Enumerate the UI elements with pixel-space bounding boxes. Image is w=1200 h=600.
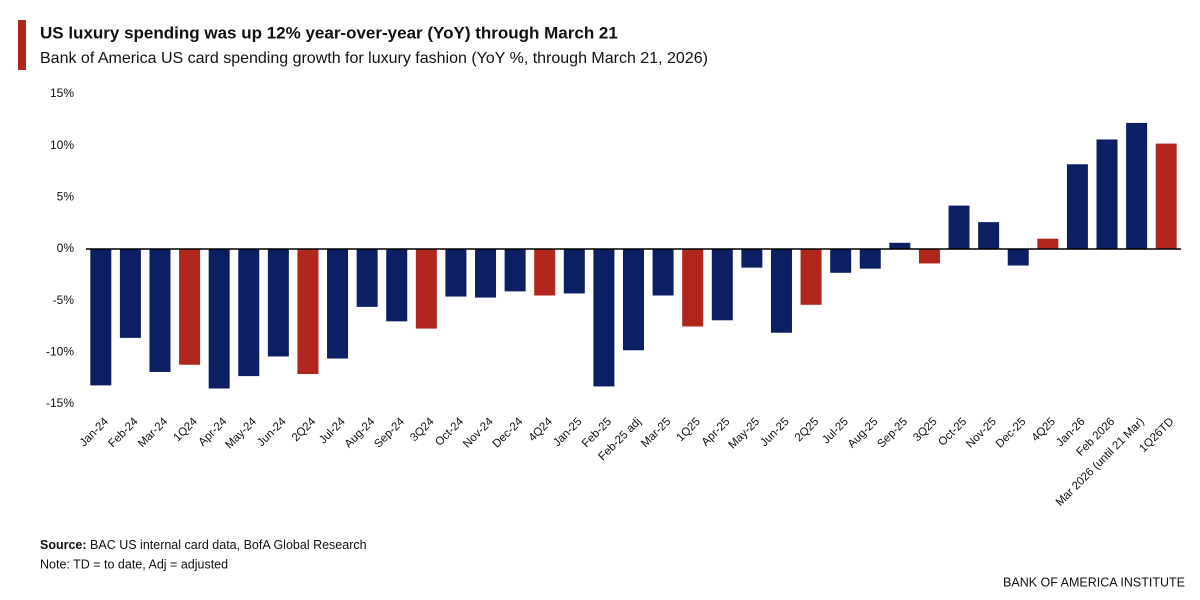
bar: [623, 249, 644, 351]
chart-subtitle: Bank of America US card spending growth …: [40, 50, 708, 67]
y-tick-label: 0%: [57, 241, 75, 255]
bar: [1007, 249, 1029, 266]
note: Note: TD = to date, Adj = adjusted: [40, 557, 228, 571]
bar: [682, 249, 704, 327]
source: Source: BAC US internal card data, BofA …: [40, 538, 367, 552]
bar: [238, 249, 260, 377]
y-tick-label: -15%: [46, 396, 74, 410]
bar: [711, 249, 733, 321]
x-tick-label: May-24: [223, 415, 259, 451]
x-tick-label: Jun-25: [758, 416, 791, 449]
x-tick-label: 2Q24: [290, 415, 319, 444]
y-tick-label: 5%: [57, 190, 75, 204]
y-tick-label: -5%: [53, 293, 75, 307]
x-tick-label: Feb-24: [106, 415, 141, 450]
x-tick-label: Mar-24: [136, 415, 171, 450]
bar: [563, 249, 585, 294]
bar: [859, 249, 881, 269]
x-tick-label: Mar-25: [639, 416, 673, 450]
bar: [208, 249, 230, 389]
bar: [149, 249, 171, 372]
bar: [1037, 238, 1059, 249]
bar: [445, 249, 467, 297]
source-label: Source:: [40, 538, 87, 552]
bar: [593, 249, 615, 387]
source-text: BAC US internal card data, BofA Global R…: [90, 538, 367, 552]
y-tick-label: 15%: [50, 86, 74, 100]
bar: [386, 249, 408, 322]
y-tick-label: 10%: [50, 138, 74, 152]
bar: [297, 249, 319, 375]
bar: [948, 205, 970, 249]
footer: BANK OF AMERICA INSTITUTE: [1003, 575, 1185, 589]
bar: [918, 249, 940, 264]
title-accent: [18, 20, 26, 70]
bar: [1096, 139, 1118, 249]
x-tick-label: Oct-25: [936, 416, 969, 449]
bar: [652, 249, 674, 296]
bar: [830, 249, 852, 273]
bar: [119, 249, 141, 338]
bar: [534, 249, 556, 296]
bar: [741, 249, 763, 268]
x-tick-label: May-25: [727, 416, 763, 452]
y-tick-label: -10%: [46, 345, 74, 359]
bar: [1155, 143, 1177, 249]
x-tick-label: Jun-24: [255, 415, 289, 449]
bar: [356, 249, 378, 307]
x-tick-label: Dec-24: [491, 415, 526, 450]
bar: [504, 249, 526, 292]
x-tick-label: 2Q25: [793, 416, 821, 444]
bar: [1126, 122, 1148, 249]
bar: [327, 249, 349, 359]
x-tick-label: Sep-25: [875, 416, 910, 451]
bar: [267, 249, 289, 357]
bar: [475, 249, 497, 298]
bar: [1066, 164, 1088, 249]
bar: [90, 249, 112, 386]
x-tick-label: Dec-25: [994, 416, 1029, 451]
bar: [770, 249, 792, 333]
x-tick-label: Sep-24: [372, 415, 407, 450]
x-tick-label: Nov-24: [461, 415, 496, 450]
chart-title: US luxury spending was up 12% year-over-…: [40, 23, 618, 42]
x-tick-label: Nov-25: [964, 416, 999, 451]
x-tick-label: Jan-24: [78, 415, 112, 449]
bar: [800, 249, 822, 305]
x-tick-label: Aug-25: [846, 416, 881, 451]
bar: [179, 249, 201, 365]
x-tick-label: Aug-24: [343, 415, 378, 450]
bar: [978, 222, 1000, 249]
bar: [415, 249, 437, 329]
bar: [889, 242, 911, 249]
x-tick-label: Jan-25: [551, 416, 584, 449]
